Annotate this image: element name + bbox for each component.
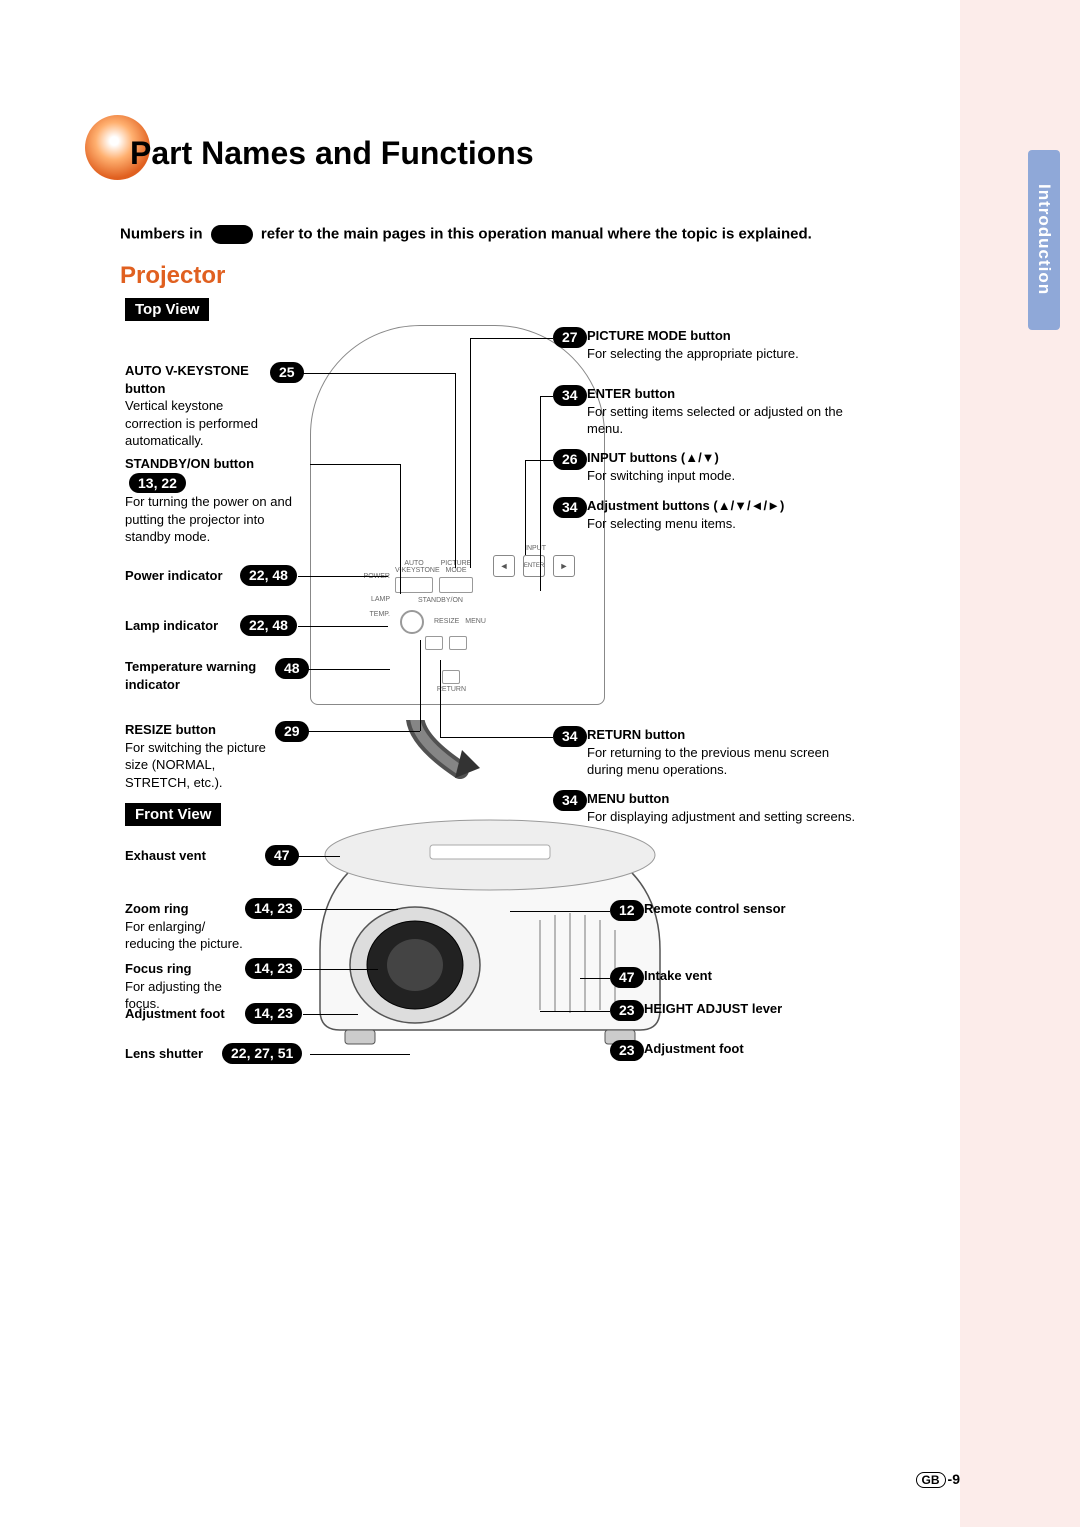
callout-height: HEIGHT ADJUST lever (644, 1000, 864, 1018)
pageref-exhaust: 47 (265, 845, 299, 866)
leader-adj-foot-l (303, 1014, 358, 1015)
leader-auto-keystone-v (455, 373, 456, 568)
pageref-lens-shutter: 22, 27, 51 (222, 1043, 302, 1064)
callout-temp-ind: Temperature warning indicator (125, 658, 270, 693)
callout-adjust: Adjustment buttons (▲/▼/◄/►) For selecti… (587, 497, 867, 532)
pageref-adj-foot-r: 23 (610, 1040, 644, 1061)
leader-lamp-ind (298, 626, 388, 627)
callout-lens-shutter: Lens shutter (125, 1045, 225, 1063)
pageref-lamp-ind: 22, 48 (240, 615, 297, 636)
leader-focus (303, 969, 378, 970)
leader-picture-mode (470, 338, 553, 339)
callout-adj-foot-r: Adjustment foot (644, 1040, 844, 1058)
pageref-pill-icon (211, 225, 253, 244)
leader-input-h (525, 460, 553, 461)
callout-power-ind: Power indicator (125, 567, 235, 585)
callout-lamp-ind: Lamp indicator (125, 617, 235, 635)
pageref-resize: 29 (275, 721, 309, 742)
callout-adj-foot-l: Adjustment foot (125, 1005, 245, 1023)
callout-picture-mode: PICTURE MODE button For selecting the ap… (587, 327, 847, 362)
pageref-menu: 34 (553, 790, 587, 811)
page-footer-region: GB (916, 1472, 946, 1488)
page-footer-num: -9 (948, 1471, 960, 1487)
leader-temp-ind (305, 669, 390, 670)
pageref-focus: 14, 23 (245, 958, 302, 979)
callout-zoom: Zoom ring For enlarging/ reducing the pi… (125, 900, 245, 953)
callout-input: INPUT buttons (▲/▼) For switching input … (587, 449, 847, 484)
pageref-power-ind: 22, 48 (240, 565, 297, 586)
leader-enter-h (540, 396, 553, 397)
pageref-standby-on: 13, 22 (129, 473, 186, 494)
pageref-enter: 34 (553, 385, 587, 406)
leader-return-v (440, 660, 441, 737)
leader-standby-on-v (400, 464, 401, 594)
pageref-temp-ind: 48 (275, 658, 309, 679)
leader-enter-v (540, 396, 541, 591)
pageref-auto-keystone: 25 (270, 362, 304, 383)
leader-standby-on (310, 464, 400, 465)
pageref-input: 26 (553, 449, 587, 470)
leader-height (540, 1011, 610, 1012)
intro-after: refer to the main pages in this operatio… (261, 225, 812, 242)
side-tab-introduction: Introduction (1028, 150, 1060, 330)
page-tint (960, 0, 1080, 1527)
pageref-height: 23 (610, 1000, 644, 1021)
leader-remote (510, 911, 610, 912)
callout-remote: Remote control sensor (644, 900, 844, 918)
leader-adj-foot-r (625, 1051, 626, 1052)
subtitle-projector: Projector (120, 262, 225, 290)
leader-auto-keystone (300, 373, 455, 374)
callout-exhaust: Exhaust vent (125, 847, 235, 865)
leader-return (440, 737, 553, 738)
intro-text: Numbers in refer to the main pages in th… (120, 225, 812, 244)
page-title: Part Names and Functions (130, 135, 534, 172)
leader-resize (305, 731, 420, 732)
pageref-zoom: 14, 23 (245, 898, 302, 919)
leader-zoom (303, 909, 398, 910)
callout-return: RETURN button For returning to the previ… (587, 726, 847, 779)
section-label-top-view: Top View (125, 298, 209, 321)
leader-lens-shutter (310, 1054, 410, 1055)
leader-input-v (525, 460, 526, 555)
pageref-adjust: 34 (553, 497, 587, 518)
intro-before: Numbers in (120, 225, 203, 242)
callout-auto-keystone: AUTO V-KEYSTONE button Vertical keystone… (125, 362, 280, 450)
callout-intake: Intake vent (644, 967, 844, 985)
page-footer: GB-9 (916, 1471, 960, 1487)
leader-resize-v (420, 640, 421, 731)
callout-enter: ENTER button For setting items selected … (587, 385, 847, 438)
callout-resize: RESIZE button For switching the picture … (125, 721, 280, 791)
leader-intake (580, 978, 610, 979)
pageref-return: 34 (553, 726, 587, 747)
pageref-adj-foot-l: 14, 23 (245, 1003, 302, 1024)
pageref-remote: 12 (610, 900, 644, 921)
pageref-intake: 47 (610, 967, 644, 988)
leader-picture-mode-v (470, 338, 471, 568)
callout-standby-on: STANDBY/ON button 13, 22 For turning the… (125, 455, 300, 546)
pageref-picture-mode: 27 (553, 327, 587, 348)
section-label-front-view: Front View (125, 803, 221, 826)
callout-menu: MENU button For displaying adjustment an… (587, 790, 857, 825)
topview-left-labels: POWER LAMP TEMP. (320, 572, 390, 619)
leader-power-ind (298, 576, 388, 577)
leader-exhaust (295, 856, 340, 857)
